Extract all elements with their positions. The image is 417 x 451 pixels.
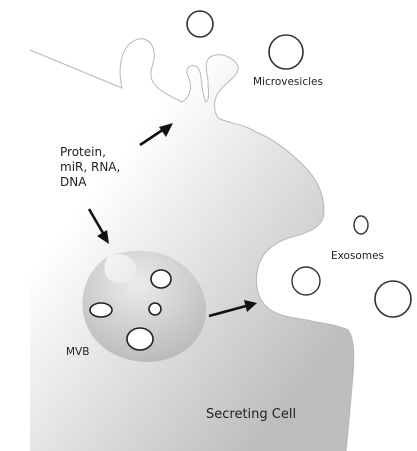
microvesicle-small [186, 10, 214, 38]
mvb-body [82, 250, 207, 362]
cargo-label: Protein, miR, RNA, DNA [60, 145, 120, 190]
mvb-vesicle-2 [89, 302, 113, 318]
cargo-line-2: miR, RNA, [60, 160, 121, 174]
arrow-cargo-to-mvb [87, 208, 109, 244]
secreting-cell-membrane [30, 38, 354, 451]
mvb-label: MVB [66, 346, 90, 358]
mvb-vesicle-4 [126, 327, 154, 351]
exosomes-label: Exosomes [331, 250, 385, 262]
cargo-line-1: Protein, [60, 145, 106, 159]
exosome-tiny [353, 215, 369, 235]
microvesicles-label: Microvesicles [253, 76, 323, 88]
exosome-medium [291, 266, 321, 296]
secreting-cell-label: Secreting Cell [206, 407, 297, 422]
secreting-cell-outline [29, 38, 355, 451]
microvesicle-large [268, 34, 304, 70]
arrow-to-microvesicles [139, 123, 173, 147]
cargo-line-3: DNA [60, 175, 87, 189]
arrow-mvb-to-exosomes [208, 300, 257, 318]
exosome-large [374, 280, 412, 318]
mvb-vesicle-1 [150, 269, 172, 289]
mvb-vesicle-3 [148, 302, 162, 316]
